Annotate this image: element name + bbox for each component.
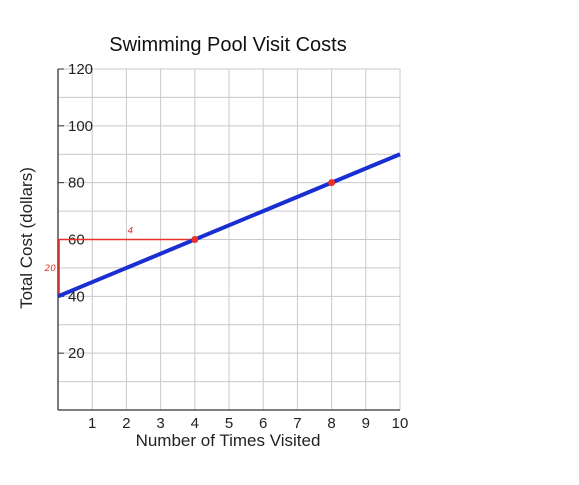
run-label: 4 [128,227,134,237]
x-tick-label: 6 [259,415,267,432]
x-tick-label: 5 [225,415,233,432]
series [57,152,401,299]
x-tick-label: 2 [122,415,130,432]
x-tick-labels: 1 2 3 4 5 6 7 8 9 10 [88,415,408,432]
data-point [191,236,199,243]
series-line [57,152,401,299]
chart-title: Swimming Pool Visit Costs [109,34,346,56]
x-tick-label: 1 [88,415,96,432]
x-tick-label: 3 [156,415,164,432]
x-tick-label: 10 [392,415,409,432]
rise-label: 20 [45,264,57,274]
data-point [328,179,336,187]
x-axis-label: Number of Times Visited [136,431,321,450]
points [191,179,336,243]
y-tick-label: 20 [68,345,85,362]
grid [58,68,401,410]
x-tick-label: 7 [293,415,301,432]
annotations: 4 20 [45,227,195,297]
x-tick-label: 4 [191,415,199,432]
y-tick-label: 120 [68,61,93,78]
x-tick-label: 9 [362,415,370,432]
x-tick-label: 8 [327,415,335,432]
y-tick-label: 100 [68,118,93,135]
y-axis-label: Total Cost (dollars) [17,167,36,309]
y-tick-label: 80 [68,175,85,192]
